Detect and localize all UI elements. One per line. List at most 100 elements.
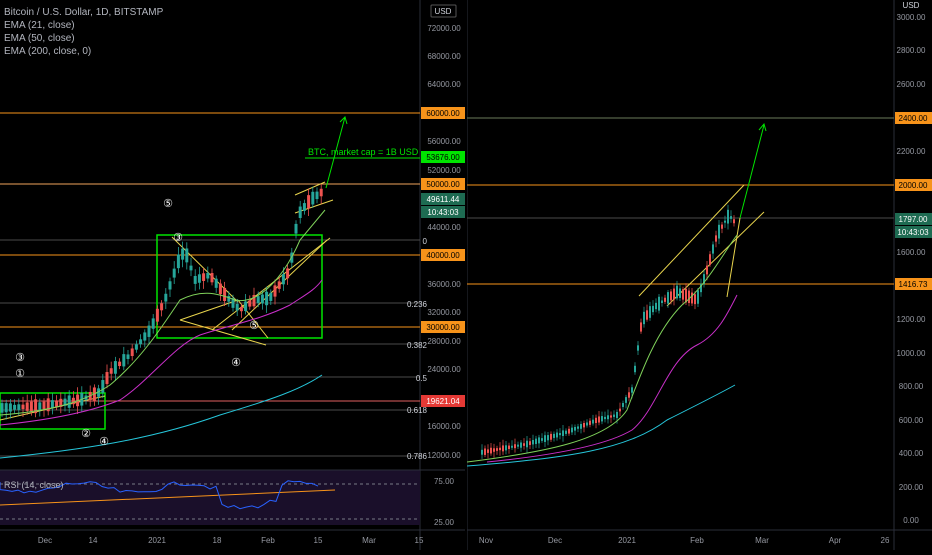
candle-body[interactable] [256,296,260,303]
candle-body[interactable] [637,345,639,351]
candle-body[interactable] [307,195,311,209]
price-tag[interactable] [895,226,932,238]
price-tag-label[interactable]: 30000.00 [426,323,460,332]
candle-body[interactable] [565,430,567,434]
candle-body[interactable] [715,235,717,242]
candle-body[interactable] [34,399,38,414]
candle-body[interactable] [4,403,8,413]
price-tag-label[interactable]: 49611.44 [427,195,460,204]
ema50-label[interactable]: EMA (50, close) [4,33,75,44]
projection-arrow[interactable] [325,116,346,189]
candle-body[interactable] [532,439,534,445]
candle-body[interactable] [223,287,227,302]
candle-body[interactable] [550,433,552,440]
candle-body[interactable] [583,423,585,428]
candle-body[interactable] [260,294,264,304]
candle-body[interactable] [193,275,197,284]
candle-body[interactable] [315,191,319,200]
candle-body[interactable] [160,303,164,311]
candle-body[interactable] [622,403,624,407]
candle-body[interactable] [42,401,46,410]
candle-body[interactable] [21,404,25,410]
price-tag-label[interactable]: 10:43:03 [897,228,929,237]
candle-body[interactable] [658,296,660,311]
candle-body[interactable] [17,404,21,410]
candle-body[interactable] [197,274,201,283]
price-tag-label[interactable]: 2400.00 [899,114,928,123]
green-box[interactable] [0,392,106,430]
price-tag[interactable] [895,213,932,225]
candle-body[interactable] [122,354,126,367]
candle-body[interactable] [505,445,507,451]
candle-body[interactable] [553,433,555,438]
price-tag-label[interactable]: 1797.00 [899,215,928,224]
candle-body[interactable] [286,268,290,279]
candle-body[interactable] [616,411,618,419]
price-tag[interactable] [895,112,932,124]
symbol-title[interactable]: Bitcoin / U.S. Dollar, 1D, BITSTAMP [4,7,164,18]
wave-label[interactable]: ③ [15,352,25,364]
candle-body[interactable] [239,306,243,312]
candle-body[interactable] [631,387,633,393]
candle-body[interactable] [481,449,483,455]
annotation-text[interactable]: BTC, market cap = 1B USD [308,147,419,157]
currency-label[interactable]: USD [903,1,920,10]
candle-body[interactable] [574,426,576,431]
candle-body[interactable] [109,368,113,374]
candle-body[interactable] [649,306,651,318]
candle-body[interactable] [0,403,4,413]
candle-body[interactable] [38,402,42,410]
candle-body[interactable] [143,332,147,341]
candle-body[interactable] [601,416,603,422]
candle-body[interactable] [490,447,492,454]
price-tag[interactable] [421,193,465,205]
candle-body[interactable] [529,441,531,445]
price-tag-label[interactable]: 60000.00 [426,109,460,118]
btc-chart-pane[interactable]: 72000.00 68000.00 64000.00 60000.00 56000.00… [0,0,465,550]
candle-body[interactable] [25,402,29,411]
candle-body[interactable] [724,220,726,223]
price-tag-label[interactable]: 40000.00 [426,251,460,260]
candle-body[interactable] [652,305,654,313]
candle-body[interactable] [643,311,645,325]
candle-body[interactable] [151,318,155,329]
candle-body[interactable] [281,274,285,285]
ema200-line[interactable] [0,374,323,459]
candle-body[interactable] [59,398,63,407]
candle-body[interactable] [487,449,489,453]
rsi-line[interactable] [0,480,319,510]
candle-body[interactable] [134,344,138,350]
projection-arrow[interactable] [739,124,765,219]
candle-body[interactable] [706,265,708,275]
candle-body[interactable] [514,444,516,449]
candle-body[interactable] [598,416,600,423]
candle-body[interactable] [155,308,159,322]
candle-body[interactable] [700,283,702,293]
price-tag[interactable] [895,278,932,290]
candle-body[interactable] [526,440,528,448]
candle-body[interactable] [592,419,594,424]
candle-body[interactable] [97,388,101,397]
candle-body[interactable] [586,422,588,426]
candle-body[interactable] [562,430,564,436]
candle-body[interactable] [206,272,210,279]
candle-body[interactable] [667,292,669,304]
candle-body[interactable] [493,448,495,452]
candle-body[interactable] [685,288,687,303]
wave-label[interactable]: ② [81,428,91,440]
candle-body[interactable] [544,435,546,442]
candle-body[interactable] [634,365,636,373]
candle-body[interactable] [71,397,75,405]
currency-box[interactable] [430,4,457,18]
candle-body[interactable] [105,372,109,384]
price-tag[interactable] [421,151,465,163]
candle-body[interactable] [691,292,693,304]
candle-body[interactable] [46,398,50,412]
price-tag-label[interactable]: 10:43:03 [427,208,459,217]
candle-body[interactable] [517,444,519,447]
candle-body[interactable] [511,445,513,448]
candle-body[interactable] [499,447,501,451]
candle-body[interactable] [682,289,684,300]
trendline[interactable] [638,184,745,297]
candle-body[interactable] [181,248,185,260]
